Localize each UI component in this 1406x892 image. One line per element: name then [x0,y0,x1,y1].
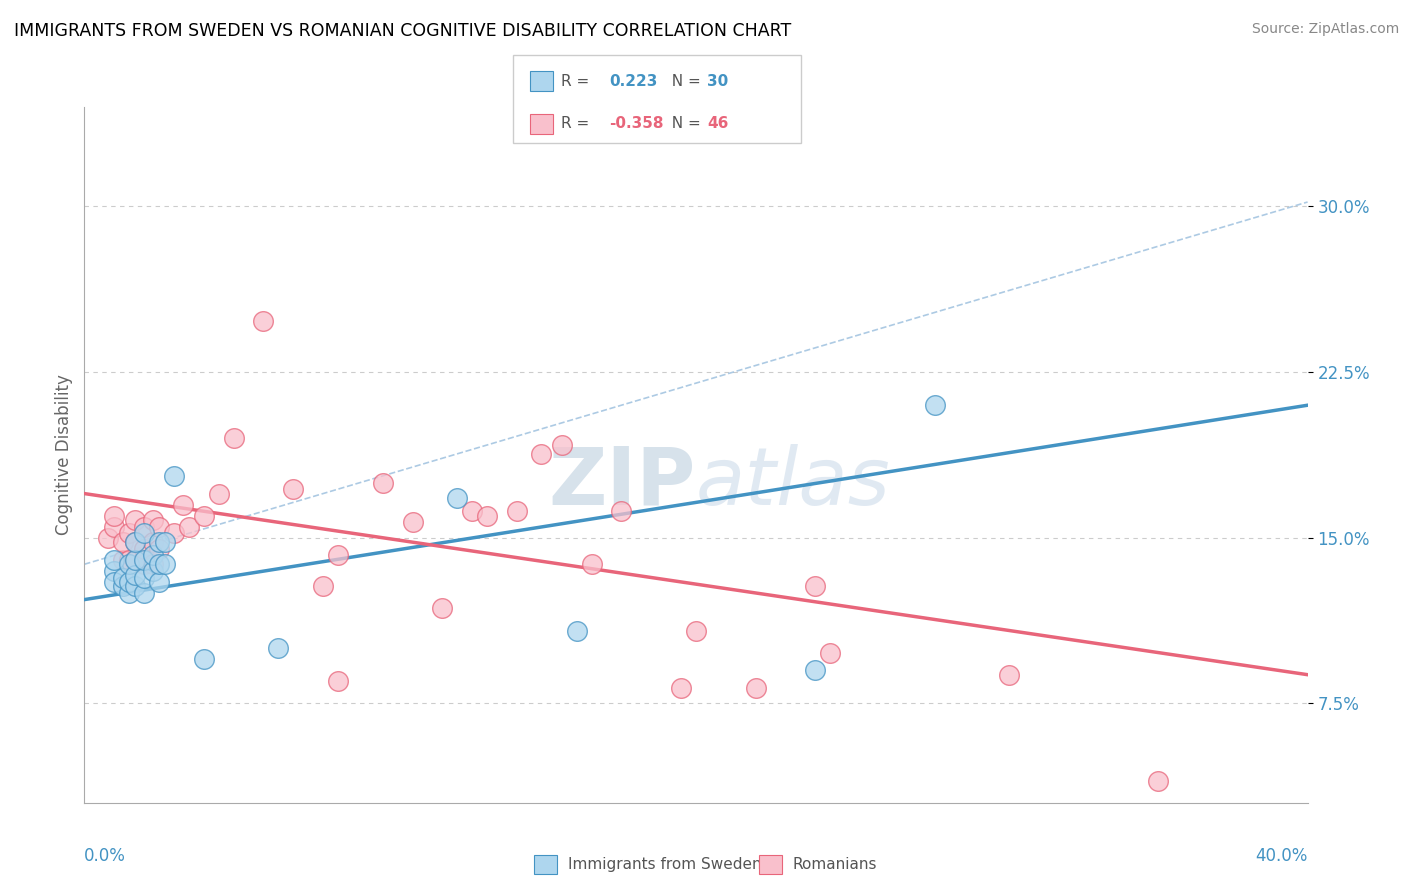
Point [446,491,468,505]
Point [118,526,141,541]
Point [148,574,170,589]
Point [267,641,290,656]
Point [124,553,146,567]
Text: 40.0%: 40.0% [1256,847,1308,865]
Text: Immigrants from Sweden: Immigrants from Sweden [568,857,762,871]
Point [312,579,335,593]
Point [371,475,394,490]
Point [506,504,529,518]
Point [153,535,176,549]
Point [118,558,141,572]
Text: N =: N = [662,74,706,88]
Point [551,438,574,452]
Point [132,586,155,600]
Point [103,508,125,523]
Point [1147,773,1170,788]
Point [124,513,146,527]
Point [112,535,135,549]
Point [252,314,274,328]
Text: R =: R = [561,117,595,131]
Text: Source: ZipAtlas.com: Source: ZipAtlas.com [1251,22,1399,37]
Point [124,568,146,582]
Point [103,519,125,533]
Point [153,558,176,572]
Point [326,549,349,563]
Point [97,531,120,545]
Point [142,513,165,527]
Point [132,541,155,556]
Text: -0.358: -0.358 [609,117,664,131]
Text: Romanians: Romanians [793,857,877,871]
Point [103,564,125,578]
Point [124,579,146,593]
Point [530,447,553,461]
Point [112,553,135,567]
Point [804,579,827,593]
Point [148,519,170,533]
Point [998,667,1021,681]
Point [163,526,186,541]
Point [148,535,170,549]
Point [207,486,229,500]
Point [685,624,707,638]
Point [124,553,146,567]
Y-axis label: Cognitive Disability: Cognitive Disability [55,375,73,535]
Point [132,558,155,572]
Point [132,519,155,533]
Point [222,431,245,445]
Point [118,553,141,567]
Point [142,535,165,549]
Point [148,558,170,572]
Point [112,570,135,584]
Point [610,504,633,518]
Text: IMMIGRANTS FROM SWEDEN VS ROMANIAN COGNITIVE DISABILITY CORRELATION CHART: IMMIGRANTS FROM SWEDEN VS ROMANIAN COGNI… [14,22,792,40]
Text: 0.223: 0.223 [609,74,657,88]
Point [132,526,155,541]
Point [132,553,155,567]
Point [118,586,141,600]
Point [565,624,588,638]
Point [103,553,125,567]
Point [142,564,165,578]
Point [193,652,215,666]
Text: 30: 30 [707,74,728,88]
Point [163,469,186,483]
Point [432,601,454,615]
Point [326,674,349,689]
Point [461,504,484,518]
Text: 46: 46 [707,117,728,131]
Point [177,519,200,533]
Point [804,663,827,677]
Text: N =: N = [662,117,706,131]
Text: atlas: atlas [696,443,891,522]
Point [124,535,146,549]
Text: 0.0%: 0.0% [84,847,127,865]
Point [132,570,155,584]
Point [118,574,141,589]
Point [475,508,498,523]
Point [193,508,215,523]
Point [103,574,125,589]
Point [669,681,692,695]
Text: ZIP: ZIP [548,443,696,522]
Point [401,516,423,530]
Text: R =: R = [561,74,595,88]
Point [581,558,603,572]
Point [124,535,146,549]
Point [112,579,135,593]
Point [172,498,194,512]
Point [148,541,170,556]
Point [142,549,165,563]
Point [818,646,841,660]
Point [744,681,766,695]
Point [142,558,165,572]
Point [924,398,946,412]
Point [283,482,305,496]
